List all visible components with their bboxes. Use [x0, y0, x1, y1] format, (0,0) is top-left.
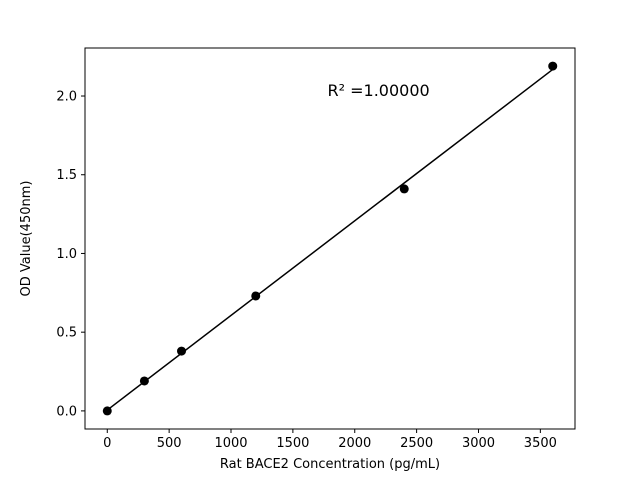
- data-point: [548, 61, 558, 71]
- x-tick-label: 3500: [524, 436, 557, 451]
- x-axis-label: Rat BACE2 Concentration (pg/mL): [220, 457, 440, 472]
- y-tick-label: 1.5: [56, 168, 77, 183]
- x-tick-label: 1000: [214, 436, 247, 451]
- axes-frame: [84, 47, 576, 430]
- data-point: [177, 346, 187, 356]
- y-axis-label: OD Value(450nm): [19, 181, 34, 297]
- x-tick-label: 0: [103, 436, 111, 451]
- data-point: [139, 376, 149, 386]
- data-point: [251, 291, 261, 301]
- x-tick-label: 500: [157, 436, 182, 451]
- x-tick-label: 2500: [400, 436, 433, 451]
- y-tick-label: 2.0: [56, 90, 77, 105]
- y-tick-label: 1.0: [56, 247, 77, 262]
- x-tick-label: 2000: [338, 436, 371, 451]
- data-point: [102, 406, 112, 416]
- r-squared-annotation: R² =1.00000: [328, 81, 430, 100]
- x-tick-label: 3000: [462, 436, 495, 451]
- data-point: [399, 184, 409, 194]
- x-tick-label: 1500: [276, 436, 309, 451]
- y-tick-label: 0.0: [56, 404, 77, 419]
- y-tick-label: 0.5: [56, 326, 77, 341]
